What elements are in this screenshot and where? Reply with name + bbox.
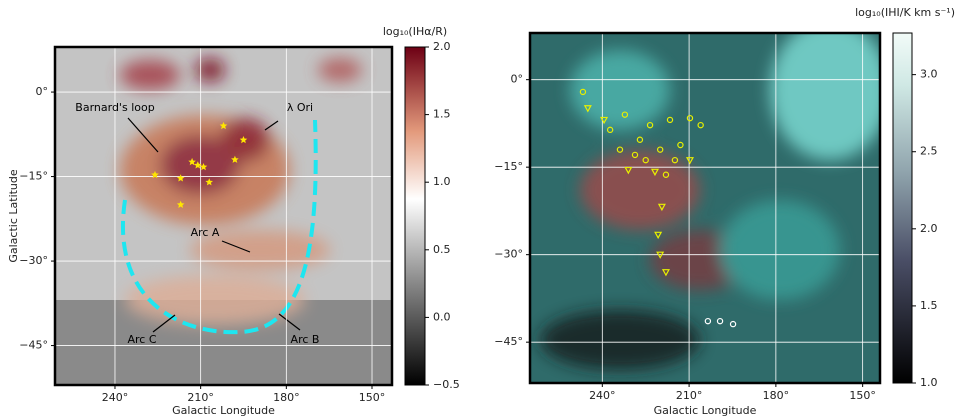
colorbar-tick-label: 1.5: [433, 108, 451, 121]
hi-map: [530, 20, 890, 383]
x-tick-label: 150°: [359, 391, 386, 404]
y-tick-label: 0°: [36, 85, 49, 98]
colorbar-label: log₁₀(IHα/R): [383, 25, 447, 38]
colorbar-tick-label: −0.5: [433, 378, 460, 391]
colorbar-tick-label: 2.0: [433, 40, 451, 53]
x-tick-label: 180°: [273, 391, 300, 404]
x-tick-label: 210°: [676, 389, 703, 402]
y-tick-label: −15°: [494, 160, 523, 173]
y-tick-label: −45°: [494, 335, 523, 348]
x-tick-label: 240°: [102, 391, 129, 404]
y-tick-label: 0°: [511, 73, 524, 86]
colorbar-tick-label: 0.0: [433, 310, 451, 323]
annotation: Arc B: [291, 333, 320, 346]
x-tick-label: 210°: [187, 391, 214, 404]
colorbar-tick-label: 2.5: [920, 145, 938, 158]
colorbar-tick-label: 3.0: [920, 68, 938, 81]
colorbar-tick-label: 0.5: [433, 243, 451, 256]
colorbar-label: log₁₀(IHI/K km s⁻¹): [855, 6, 955, 19]
annotation: λ Ori: [287, 101, 313, 114]
annotation: Arc C: [127, 333, 156, 346]
colorbar-tick-label: 1.0: [433, 175, 451, 188]
colorbar-tick-label: 1.0: [920, 376, 938, 389]
annotation: Barnard's loop: [75, 101, 154, 114]
y-tick-label: −15°: [19, 170, 48, 183]
figure: 240° 210° 180° 150° 0° −15° −30° −45° Barnard's …: [0, 0, 960, 420]
x-axis-label: Galactic Longitude: [172, 404, 275, 417]
colorbar-tick-label: 1.5: [920, 299, 938, 312]
x-tick-label: 150°: [849, 389, 876, 402]
colorbar-tick-label: 2.0: [920, 222, 938, 235]
halpha-map: [55, 47, 392, 385]
y-tick-label: −45°: [19, 339, 48, 352]
x-axis-label: Galactic Longitude: [654, 404, 757, 417]
y-tick-label: −30°: [494, 248, 523, 261]
y-axis-label: Galactic Latitude: [7, 169, 20, 263]
y-tick-label: −30°: [19, 254, 48, 267]
colorbar: [893, 33, 912, 383]
x-tick-label: 240°: [589, 389, 616, 402]
x-tick-label: 180°: [763, 389, 790, 402]
annotation: Arc A: [191, 226, 220, 239]
colorbar: [405, 47, 425, 385]
